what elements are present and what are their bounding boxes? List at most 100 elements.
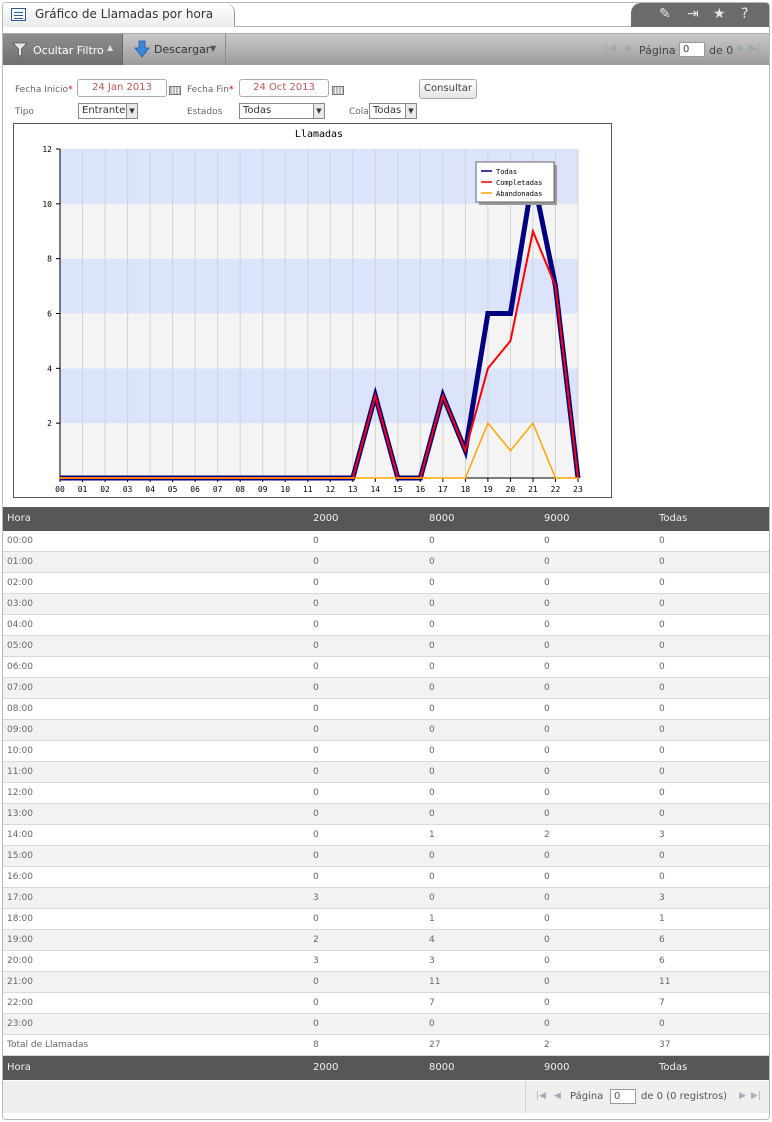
download-button[interactable]: Descargar ▼ (124, 34, 226, 65)
total-row[interactable]: Total de Llamadas 8 27 2 37 (3, 1035, 769, 1056)
table-row[interactable]: 16:00 0 0 0 0 (3, 867, 769, 888)
table-row[interactable]: 01:00 0 0 0 0 (3, 552, 769, 573)
table-cell: 06:00 (7, 662, 33, 672)
table-row[interactable]: 12:00 0 0 0 0 (3, 783, 769, 804)
page-of-label: de 0 (709, 44, 734, 57)
table-row[interactable]: 13:00 0 0 0 0 (3, 804, 769, 825)
table-row[interactable]: 08:00 0 0 0 0 (3, 699, 769, 720)
consultar-button[interactable]: Consultar (419, 79, 477, 99)
table-row[interactable]: 05:00 0 0 0 0 (3, 636, 769, 657)
column-header[interactable]: Todas (659, 1062, 688, 1073)
column-header[interactable]: 2000 (313, 1062, 339, 1073)
table-row[interactable]: 15:00 0 0 0 0 (3, 846, 769, 867)
table-cell: 1 (659, 914, 665, 924)
table-cell: 1 (429, 914, 435, 924)
table-row[interactable]: 19:00 2 4 0 6 (3, 930, 769, 951)
end-date-input[interactable]: 24 Oct 2013 (239, 79, 329, 97)
data-point (532, 422, 534, 424)
column-header[interactable]: Todas (659, 513, 688, 524)
table-cell: 16:00 (7, 872, 33, 882)
favorite-star-icon[interactable]: ★ (713, 6, 726, 22)
column-header[interactable]: Hora (7, 513, 31, 524)
column-header[interactable]: Hora (7, 1062, 31, 1073)
table-cell: 00:00 (7, 536, 33, 546)
states-select[interactable]: Todas ▼ (239, 103, 325, 119)
prev-page-icon[interactable]: ◀ (554, 1091, 561, 1101)
help-icon[interactable]: ? (741, 6, 749, 22)
table-row[interactable]: 20:00 3 3 0 6 (3, 951, 769, 972)
data-point (554, 285, 557, 287)
data-point (464, 449, 467, 452)
start-date-input[interactable]: 24 Jan 2013 (77, 79, 167, 97)
table-row[interactable]: 10:00 0 0 0 0 (3, 741, 769, 762)
table-cell: 0 (313, 683, 319, 693)
table-row[interactable]: 00:00 0 0 0 0 (3, 531, 769, 552)
window-tab[interactable]: Gráfico de Llamadas por hora (3, 3, 235, 27)
data-point (374, 394, 377, 397)
table-row[interactable]: 07:00 0 0 0 0 (3, 678, 769, 699)
column-header[interactable]: 2000 (313, 513, 339, 524)
data-point (509, 312, 512, 315)
dropdown-arrow-icon: ▼ (405, 104, 416, 118)
table-cell: 3 (313, 956, 319, 966)
series-line-abandonadas (60, 421, 578, 479)
first-page-icon[interactable]: |◀ (605, 43, 617, 54)
table-row[interactable]: 14:00 0 1 2 3 (3, 825, 769, 846)
table-cell: 0 (659, 662, 665, 672)
data-point (329, 477, 332, 479)
table-row[interactable]: 09:00 0 0 0 0 (3, 720, 769, 741)
next-page-icon[interactable]: ▶ (737, 43, 745, 54)
column-header[interactable]: 9000 (544, 513, 570, 524)
table-cell: 0 (544, 851, 550, 861)
table-cell: 0 (313, 830, 319, 840)
table-cell: 0 (313, 662, 319, 672)
data-point (419, 477, 422, 479)
x-tick-label: 12 (325, 485, 335, 494)
column-header[interactable]: 8000 (429, 513, 455, 524)
first-page-icon[interactable]: |◀ (536, 1091, 546, 1101)
column-header[interactable]: 9000 (544, 1062, 570, 1073)
calendar-icon[interactable] (169, 86, 181, 95)
table-cell: 0 (659, 683, 665, 693)
calendar-icon[interactable] (332, 86, 344, 95)
table-row[interactable]: 11:00 0 0 0 0 (3, 762, 769, 783)
table-cell: 0 (544, 704, 550, 714)
table-row[interactable]: 04:00 0 0 0 0 (3, 615, 769, 636)
table-row[interactable]: 03:00 0 0 0 0 (3, 594, 769, 615)
table-cell: 0 (313, 536, 319, 546)
prev-page-icon[interactable]: ◀ (623, 43, 631, 54)
type-select[interactable]: Entrante ▼ (78, 103, 138, 119)
x-tick-label: 00 (55, 485, 65, 494)
collapse-icon[interactable]: ⇥ (687, 6, 699, 22)
x-tick-label: 16 (416, 485, 426, 494)
edit-icon[interactable]: ✎ (659, 6, 671, 22)
table-row[interactable]: 02:00 0 0 0 0 (3, 573, 769, 594)
x-tick-label: 21 (528, 485, 538, 494)
table-cell: 0 (429, 662, 435, 672)
last-page-icon[interactable]: ▶| (749, 43, 761, 54)
table-cell: 0 (313, 557, 319, 567)
last-page-icon[interactable]: ▶| (751, 1091, 761, 1101)
table-cell: 0 (429, 746, 435, 756)
table-row[interactable]: 18:00 0 1 0 1 (3, 909, 769, 930)
table-row[interactable]: 06:00 0 0 0 0 (3, 657, 769, 678)
table-cell: 22:00 (7, 998, 33, 1008)
hide-filter-button[interactable]: Ocultar Filtro ▲ (3, 34, 123, 65)
table-row[interactable]: 23:00 0 0 0 0 (3, 1014, 769, 1035)
page-input[interactable]: 0 (679, 42, 705, 57)
table-cell: 0 (544, 914, 550, 924)
table-row[interactable]: 17:00 3 0 0 3 (3, 888, 769, 909)
table-cell: 0 (313, 641, 319, 651)
y-tick-label: 6 (47, 310, 52, 319)
table-row[interactable]: 21:00 0 11 0 11 (3, 972, 769, 993)
next-page-icon[interactable]: ▶ (739, 1091, 746, 1101)
page-input[interactable]: 0 (610, 1089, 636, 1104)
table-cell: 0 (313, 767, 319, 777)
data-point (284, 477, 287, 479)
x-tick-label: 02 (100, 485, 110, 494)
table-cell: 0 (429, 725, 435, 735)
table-row[interactable]: 22:00 0 7 0 7 (3, 993, 769, 1014)
table-cell: 0 (544, 683, 550, 693)
queue-select[interactable]: Todas ▼ (369, 103, 417, 119)
column-header[interactable]: 8000 (429, 1062, 455, 1073)
